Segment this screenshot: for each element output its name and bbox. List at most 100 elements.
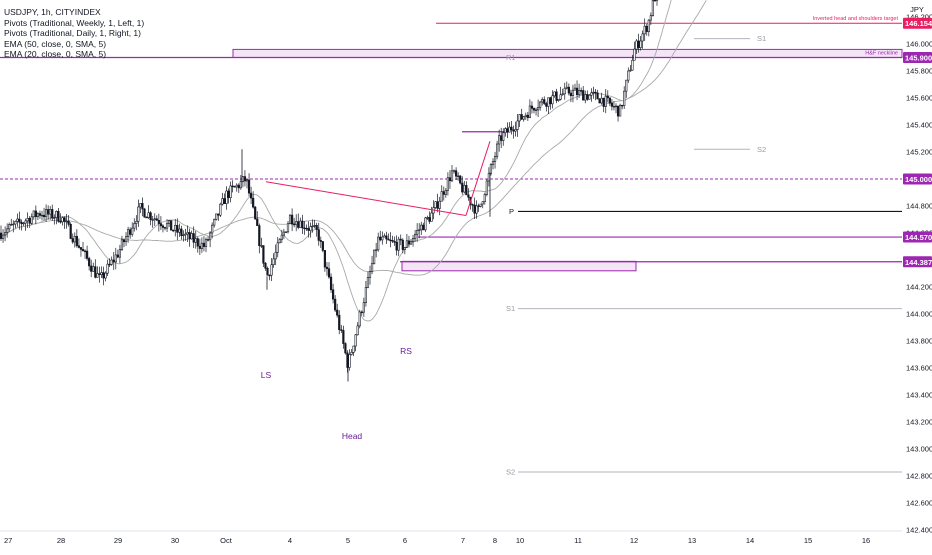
candle-body bbox=[10, 224, 12, 225]
candle bbox=[314, 220, 316, 229]
candle-body bbox=[191, 234, 193, 239]
candle-body bbox=[396, 242, 398, 250]
indicator-ema-50[interactable]: EMA (50, close, 0, SMA, 5) bbox=[4, 39, 144, 50]
candle-body bbox=[8, 224, 10, 228]
price-tick-label: 143.400 bbox=[906, 391, 932, 400]
candle-body bbox=[580, 90, 582, 91]
price-axis[interactable]: JPY148.000147.800147.600147.400147.20014… bbox=[903, 0, 932, 535]
candle-body bbox=[236, 185, 238, 187]
candle-body bbox=[213, 219, 215, 225]
candle bbox=[623, 86, 625, 109]
candle bbox=[64, 217, 66, 229]
candle-body bbox=[277, 243, 279, 253]
candle-body bbox=[179, 229, 181, 232]
indicator-daily-pivots[interactable]: Pivots (Traditional, Daily, 1, Right, 1) bbox=[4, 28, 144, 39]
candle-body bbox=[285, 232, 287, 233]
candle-body bbox=[558, 99, 560, 100]
candle-body bbox=[263, 246, 265, 264]
candle-body bbox=[148, 213, 150, 218]
candle-body bbox=[357, 326, 359, 335]
candle-body bbox=[570, 93, 572, 96]
candle-body bbox=[29, 218, 31, 223]
candle-body bbox=[468, 195, 470, 197]
candle-body bbox=[439, 201, 441, 208]
candle-body bbox=[158, 220, 160, 223]
candle-body bbox=[332, 290, 334, 299]
candle bbox=[289, 214, 291, 224]
candle bbox=[170, 221, 172, 231]
candle bbox=[455, 167, 457, 180]
candle-body bbox=[390, 240, 392, 241]
candle-body bbox=[56, 211, 58, 217]
candle-body bbox=[31, 217, 33, 224]
candle bbox=[648, 19, 650, 36]
symbol-title[interactable]: USDJPY, 1h, CITYINDEX bbox=[4, 7, 144, 18]
candle-body bbox=[47, 210, 49, 215]
candle-body bbox=[103, 273, 105, 279]
candle bbox=[634, 42, 636, 61]
candle bbox=[589, 94, 591, 99]
candle bbox=[256, 211, 258, 226]
candle-body bbox=[218, 214, 220, 215]
candle-body bbox=[353, 346, 355, 352]
candle-body bbox=[117, 255, 119, 257]
candle bbox=[107, 260, 109, 276]
candle-body bbox=[291, 215, 293, 224]
candle-body bbox=[445, 190, 447, 194]
candle-body bbox=[238, 185, 240, 188]
candle bbox=[416, 223, 418, 242]
candle-body bbox=[496, 144, 498, 156]
candle-body bbox=[425, 218, 427, 230]
price-tick-label: 143.200 bbox=[906, 418, 932, 427]
daily-pivot-s2-label: S2 bbox=[757, 145, 766, 154]
candle bbox=[345, 342, 347, 354]
candle bbox=[269, 274, 271, 280]
candle bbox=[654, 0, 656, 1]
candle bbox=[250, 187, 252, 204]
candle-body bbox=[232, 186, 234, 187]
candle bbox=[593, 87, 595, 99]
price-tick-label: 143.800 bbox=[906, 337, 932, 346]
candle bbox=[556, 89, 558, 103]
target-label: Inverted head and shoulders target bbox=[813, 16, 899, 22]
candle bbox=[209, 231, 211, 247]
candle-body bbox=[636, 41, 638, 49]
candle bbox=[310, 222, 312, 237]
candle-body bbox=[345, 344, 347, 353]
indicator-ema-20[interactable]: EMA (20, close, 0, SMA, 5) bbox=[4, 49, 144, 60]
ls-label: LS bbox=[261, 370, 272, 380]
candle bbox=[441, 185, 443, 201]
candle-body bbox=[230, 186, 232, 198]
candle-body bbox=[543, 100, 545, 104]
candle-body bbox=[222, 199, 224, 205]
candle-body bbox=[324, 250, 326, 267]
candle-body bbox=[546, 104, 548, 107]
candle-body bbox=[502, 133, 504, 141]
candle-body bbox=[45, 210, 47, 217]
candle-body bbox=[320, 240, 322, 241]
candle-body bbox=[211, 225, 213, 233]
candle bbox=[31, 213, 33, 224]
candle-body bbox=[509, 127, 511, 132]
candle-body bbox=[330, 277, 332, 290]
candle bbox=[373, 250, 375, 265]
indicator-weekly-pivots[interactable]: Pivots (Traditional, Weekly, 1, Left, 1) bbox=[4, 18, 144, 29]
candle-body bbox=[4, 232, 6, 234]
candle bbox=[427, 216, 429, 220]
candle-body bbox=[68, 221, 70, 224]
candle bbox=[181, 226, 183, 240]
candle-body bbox=[203, 243, 205, 246]
time-tick-label: 12 bbox=[630, 536, 638, 545]
candle bbox=[398, 237, 400, 257]
candle bbox=[293, 218, 295, 227]
candle bbox=[236, 183, 238, 191]
candle-body bbox=[261, 246, 263, 247]
candle bbox=[33, 210, 35, 219]
candle-body bbox=[466, 185, 468, 194]
candle-body bbox=[599, 99, 601, 103]
candle bbox=[230, 182, 232, 203]
candle bbox=[351, 349, 353, 355]
